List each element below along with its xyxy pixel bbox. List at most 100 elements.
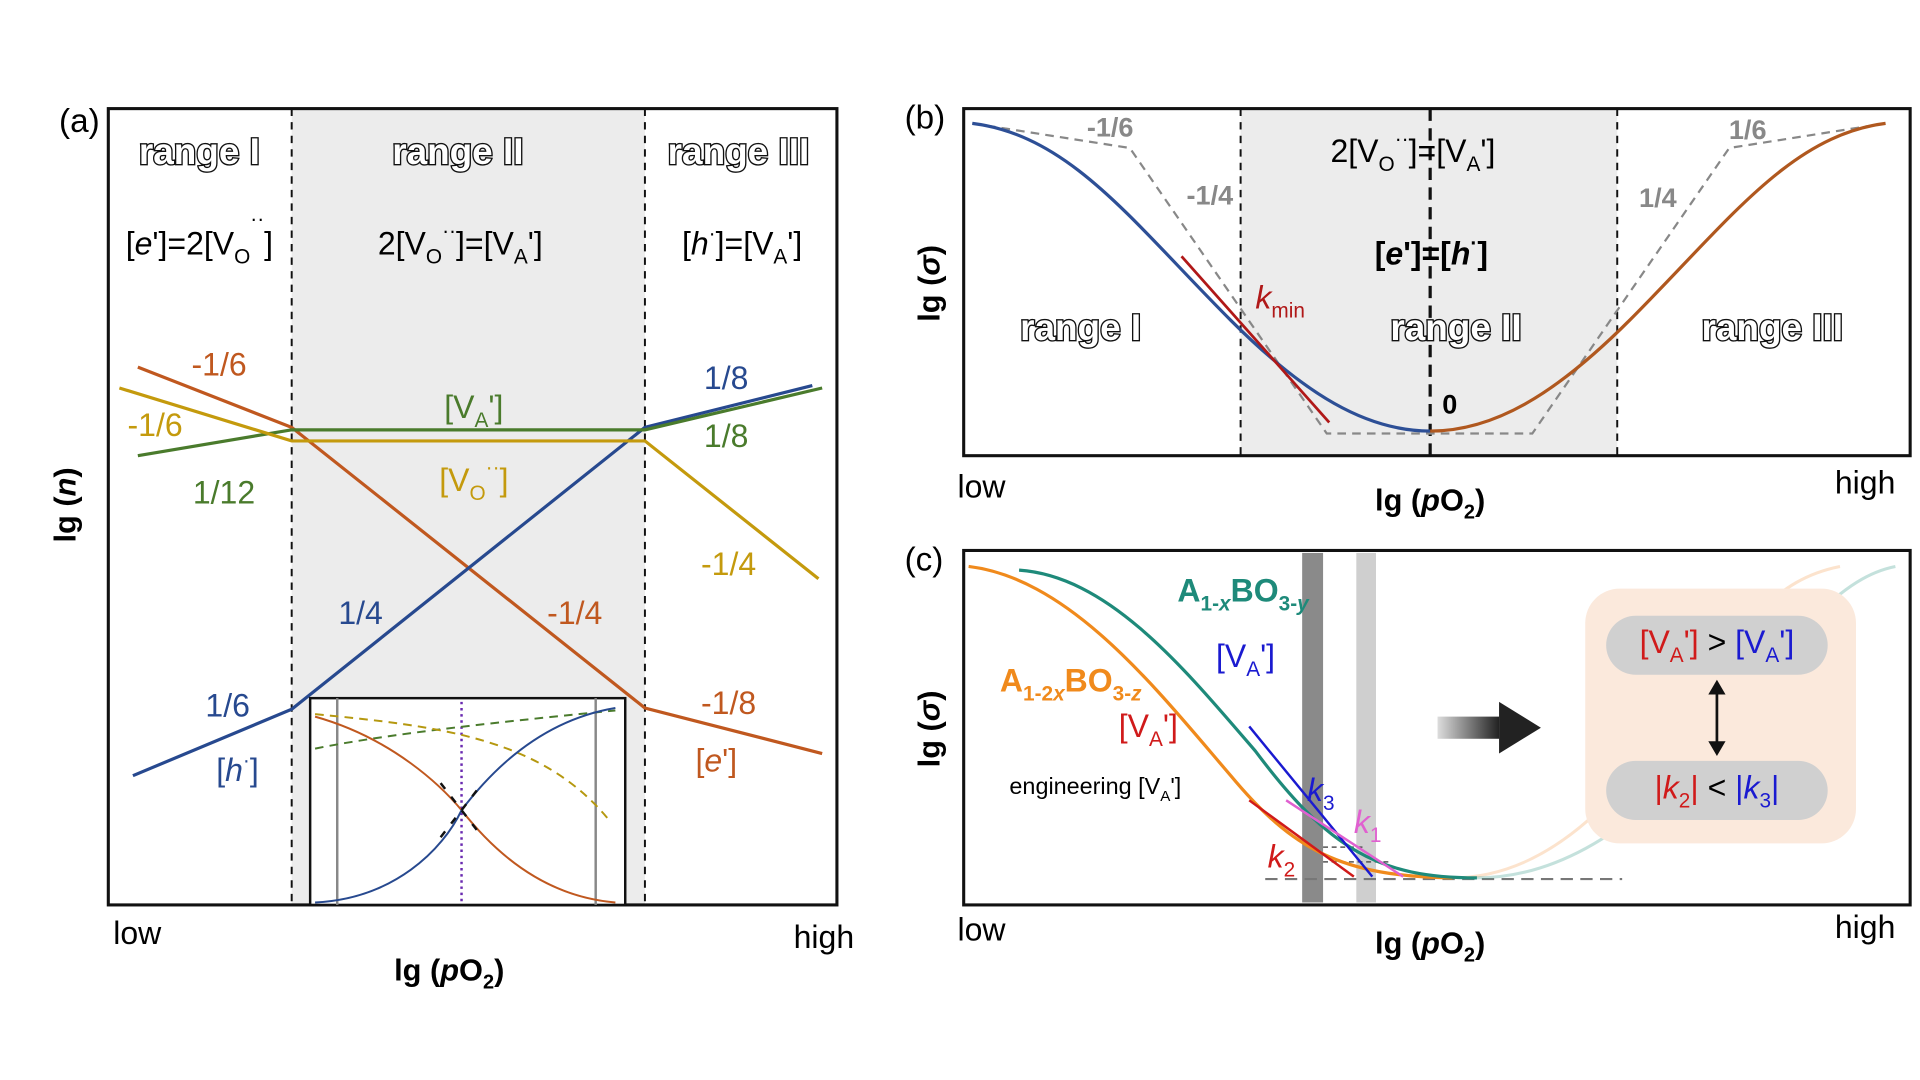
panel-c: (c) A1-xBO3-y A1-2xBO3-z [VA'] [VA'] eng… bbox=[905, 541, 1912, 967]
slope-label: 1/6 bbox=[1729, 114, 1767, 145]
y-axis-title: lg (n) bbox=[48, 467, 83, 542]
condition: [e']=2[VO··] bbox=[126, 208, 273, 269]
text-part: ] bbox=[1477, 236, 1488, 272]
text-part: ·· bbox=[442, 219, 456, 242]
x-axis-title: lg (pO2) bbox=[1375, 483, 1485, 524]
text-part: p bbox=[1420, 926, 1440, 961]
curve-x bbox=[1018, 568, 1477, 880]
inset-va bbox=[314, 709, 616, 750]
asymptote bbox=[972, 122, 1886, 435]
text-part: p bbox=[439, 953, 459, 988]
text-part: '] bbox=[1163, 708, 1178, 744]
text-part: k bbox=[1307, 772, 1325, 808]
text-part: ] bbox=[500, 462, 509, 498]
range-title: range III bbox=[668, 131, 810, 172]
text-part: '] bbox=[1260, 638, 1275, 674]
condition: [e']=[h·] bbox=[1375, 232, 1488, 272]
text-part: A bbox=[1177, 573, 1200, 609]
text-part: ) bbox=[494, 953, 504, 988]
text-part: lg ( bbox=[1375, 926, 1422, 961]
tangent bbox=[1180, 255, 1331, 424]
range-title: range I bbox=[139, 131, 260, 172]
axis-end: high bbox=[1835, 465, 1896, 501]
frame bbox=[962, 107, 1912, 458]
text-part: · bbox=[709, 222, 716, 245]
arrow-head bbox=[1499, 701, 1541, 754]
slope-label: 1/8 bbox=[704, 360, 748, 396]
text-part: '] bbox=[488, 390, 503, 426]
text-part: | bbox=[1690, 770, 1698, 806]
hole-line bbox=[132, 383, 813, 778]
inset-vo bbox=[314, 713, 609, 820]
text-part: 3 bbox=[1323, 792, 1335, 815]
slope-label: -1/6 bbox=[1087, 112, 1134, 143]
text-part: ]=[V bbox=[456, 226, 514, 262]
pill bbox=[1606, 760, 1828, 820]
text-part: BO bbox=[1231, 573, 1279, 609]
text-part: 1-2 bbox=[1023, 682, 1053, 705]
text-part: '] bbox=[1480, 134, 1495, 170]
arrow-shaft bbox=[1437, 716, 1500, 739]
text-part: min bbox=[1271, 300, 1305, 323]
frame bbox=[962, 548, 1912, 907]
text-part: lg ( bbox=[912, 275, 947, 322]
axis-end: low bbox=[958, 911, 1007, 947]
comparison: [VA'] > [VA'] bbox=[1640, 625, 1795, 668]
curve-2x bbox=[968, 564, 1453, 880]
text-part: ] bbox=[264, 226, 273, 262]
text-part: σ bbox=[912, 254, 947, 276]
slope-label: 1/6 bbox=[205, 687, 249, 723]
text-part: O bbox=[1440, 483, 1464, 518]
pill bbox=[1606, 615, 1828, 675]
text-part: ) bbox=[1475, 926, 1485, 961]
text-part: [ bbox=[1375, 236, 1386, 272]
y-axis-title: lg (σ) bbox=[912, 245, 947, 322]
text-part: A bbox=[1000, 663, 1023, 699]
inset bbox=[308, 696, 627, 907]
conductivity-curve bbox=[972, 121, 1431, 433]
text-part: ·· bbox=[250, 208, 264, 231]
text-part: ) bbox=[1475, 483, 1485, 518]
text-part: · bbox=[1470, 232, 1477, 255]
material: A1-2xBO3-z bbox=[1000, 663, 1142, 706]
tangent bbox=[1248, 725, 1374, 878]
text-part: BO bbox=[1065, 663, 1113, 699]
text-part: O bbox=[426, 245, 442, 268]
text-part: '] bbox=[787, 226, 802, 262]
text-part: < bbox=[1699, 770, 1735, 806]
text-part: ] bbox=[250, 753, 259, 789]
text-part: ·· bbox=[486, 456, 500, 479]
text-part: A bbox=[773, 245, 787, 268]
text-part: ) bbox=[912, 691, 947, 701]
text-part: | bbox=[1735, 770, 1743, 806]
text-part: ]=[V bbox=[716, 226, 774, 262]
arrow-head bbox=[1708, 741, 1726, 756]
text-part: 3 bbox=[1759, 789, 1771, 812]
text-part: ) bbox=[48, 467, 83, 477]
text-part: A bbox=[1160, 788, 1171, 805]
slope-label: 1/12 bbox=[193, 475, 255, 511]
text-part: ]=[V bbox=[1409, 134, 1467, 170]
text-part: k bbox=[1663, 770, 1681, 806]
slope-label: -1/6 bbox=[192, 347, 247, 383]
text-part: O bbox=[459, 953, 483, 988]
text-part: O bbox=[469, 482, 485, 505]
text-part: 2[V bbox=[1331, 134, 1380, 170]
text-part: 3- bbox=[1279, 593, 1298, 616]
text-part: [ bbox=[682, 226, 691, 262]
slope-label: -1/4 bbox=[547, 595, 602, 631]
text-part: h bbox=[1451, 236, 1471, 272]
text-part: '] bbox=[1684, 625, 1699, 661]
tangent bbox=[1248, 799, 1355, 878]
k-label: k3 bbox=[1307, 772, 1335, 815]
annotation: engineering [VA'] bbox=[1009, 773, 1181, 804]
text-part: A bbox=[1246, 658, 1260, 681]
condition: [h·]=[VA'] bbox=[682, 222, 802, 269]
slope-label: -1/6 bbox=[128, 407, 183, 443]
x-axis-title: lg (pO2) bbox=[1375, 926, 1485, 967]
slope-label: -1/4 bbox=[1187, 179, 1234, 210]
text-part: h bbox=[691, 226, 709, 262]
y-axis-title: lg (σ) bbox=[912, 691, 947, 768]
band bbox=[1356, 552, 1376, 903]
